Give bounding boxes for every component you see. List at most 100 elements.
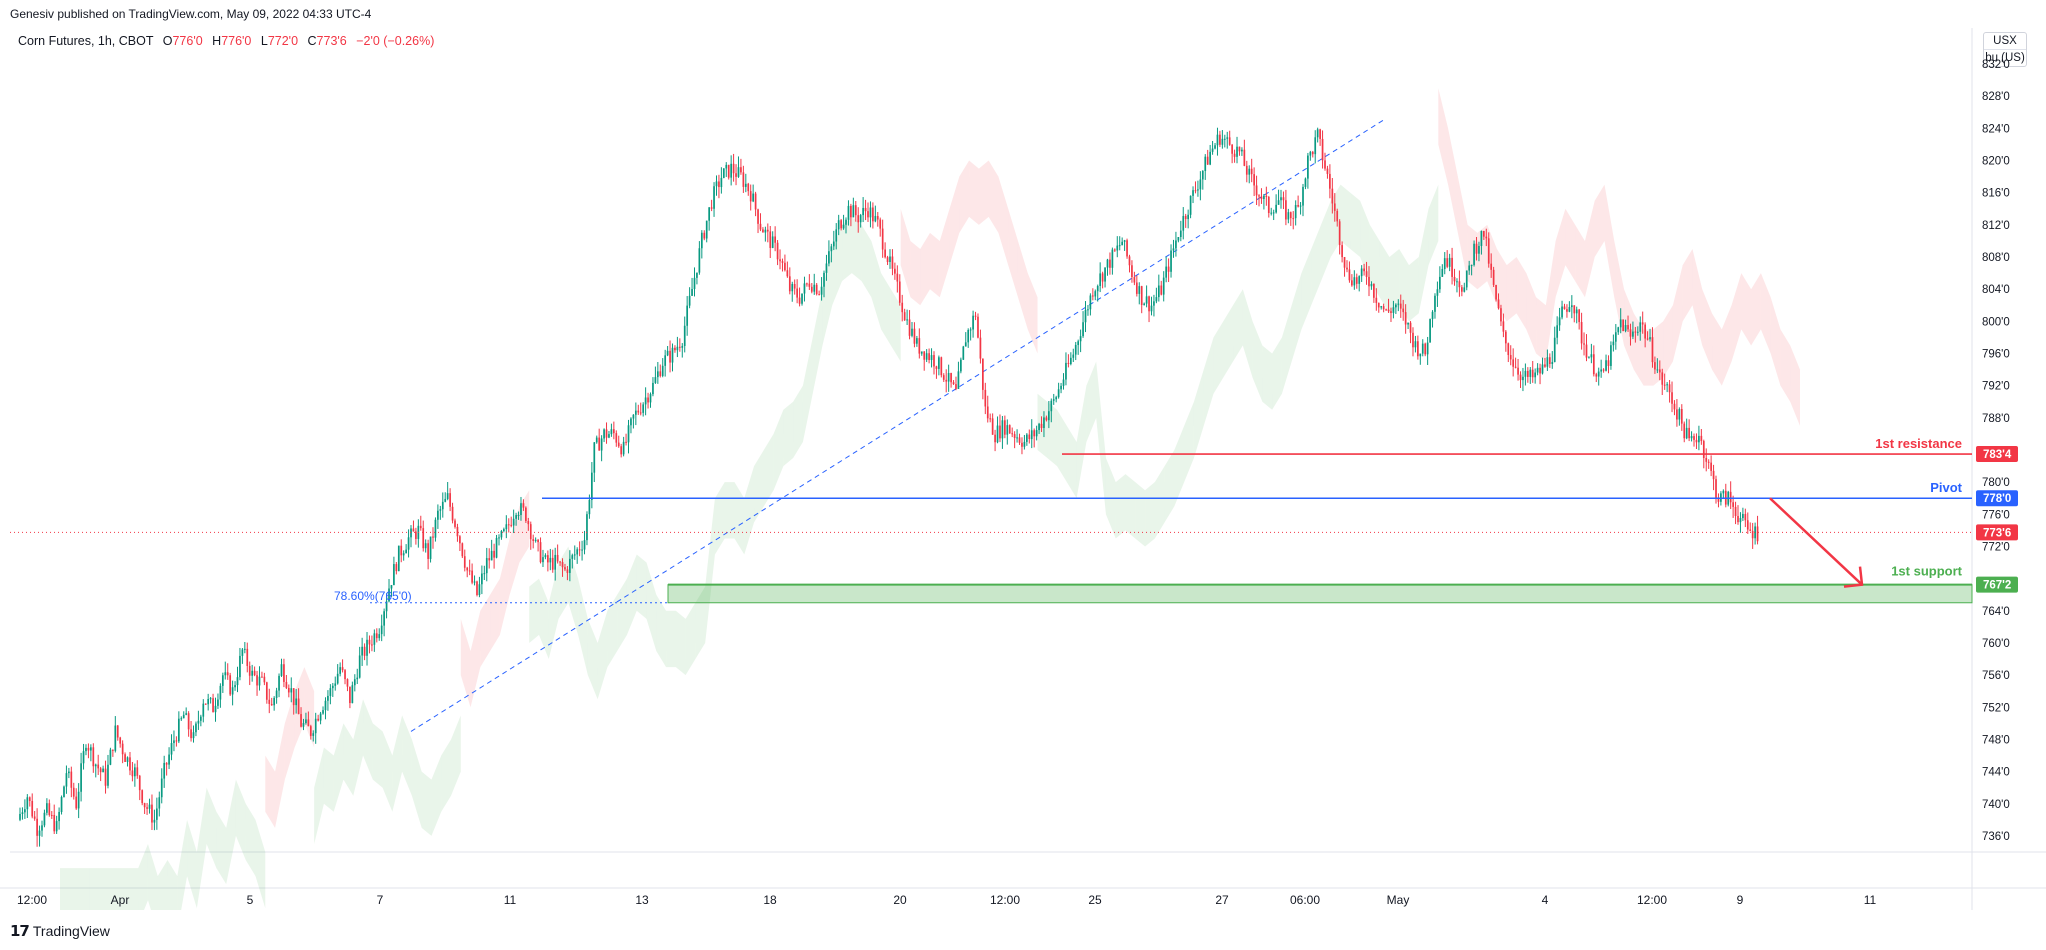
candle-body	[1414, 341, 1417, 348]
cloud-segment	[480, 594, 491, 668]
candle-body	[925, 353, 928, 360]
cloud-segment	[1125, 474, 1136, 539]
candle-body	[134, 767, 136, 777]
cloud-segment	[548, 562, 559, 660]
candle-body	[119, 737, 122, 744]
candle-body	[774, 236, 776, 243]
cloud-segment	[1438, 88, 1449, 185]
cloud-segment	[705, 498, 715, 643]
candle-body	[852, 205, 855, 218]
candle-body	[686, 305, 689, 326]
candle-body	[1082, 322, 1084, 337]
candle-body	[986, 406, 989, 419]
candle-body	[1226, 137, 1229, 139]
cloud-segment	[1653, 321, 1664, 386]
candle-body	[1605, 360, 1607, 371]
candle-body	[243, 648, 246, 650]
candle-body	[779, 259, 781, 262]
candle-body	[65, 773, 68, 787]
candle-body	[1390, 311, 1392, 313]
candle-body	[1148, 296, 1150, 312]
candle-body	[1634, 331, 1637, 333]
currency-unit-button[interactable]: USX bu (US)	[1983, 32, 2027, 67]
candle-body	[1150, 305, 1153, 312]
cloud-segment	[1350, 192, 1361, 258]
candle-body	[58, 811, 60, 822]
cloud-segment	[822, 249, 833, 346]
candle-body	[1563, 306, 1566, 310]
candle-body	[1551, 361, 1554, 365]
price-tick: 828'0	[1982, 91, 2010, 103]
candle-body	[1282, 197, 1285, 201]
candle-body	[967, 329, 970, 343]
cloud-segment	[1477, 224, 1488, 290]
candle-body	[483, 573, 486, 575]
cloud-segment	[861, 224, 872, 298]
candle-body	[727, 164, 730, 178]
candle-body	[1436, 289, 1439, 296]
cloud-segment	[910, 240, 921, 306]
candle-body	[1135, 282, 1138, 294]
candle-body	[764, 229, 767, 233]
candle-body	[1128, 256, 1131, 266]
cloud-segment	[470, 610, 481, 708]
candle-body	[1353, 277, 1356, 286]
candle-body	[1157, 285, 1160, 298]
cloud-segment	[1076, 385, 1087, 499]
cloud-segment	[1135, 482, 1146, 547]
candle-body	[1358, 276, 1361, 284]
candle-body	[659, 371, 662, 376]
candle-body	[1006, 425, 1009, 435]
cloud-segment	[431, 755, 442, 836]
cloud-segment	[783, 401, 794, 467]
cloud-segment	[411, 739, 422, 828]
candle-body	[241, 649, 244, 656]
candle-body	[1573, 305, 1576, 314]
candle-body	[1001, 420, 1004, 439]
candle-body	[1556, 325, 1559, 338]
candle-body	[87, 747, 90, 751]
candle-body	[1404, 312, 1407, 325]
candle-body	[1297, 204, 1299, 207]
candle-body	[168, 754, 170, 765]
candle-body	[109, 749, 112, 765]
footer-brand[interactable]: TradingView	[32, 923, 110, 939]
candle-body	[138, 775, 141, 791]
cloud-segment	[343, 723, 354, 796]
candle-body	[290, 688, 293, 693]
candle-body	[1597, 371, 1600, 377]
candle-body	[1035, 430, 1038, 437]
candle-body	[1732, 502, 1734, 507]
candle-body	[33, 816, 36, 819]
cloud-segment	[656, 594, 667, 668]
candle-body	[1363, 268, 1365, 272]
candle-body	[363, 646, 366, 656]
candle-body	[974, 315, 977, 317]
candle-body	[24, 809, 26, 813]
candle-body	[1062, 379, 1065, 386]
candle-body	[1558, 317, 1561, 326]
cloud-segment	[323, 747, 334, 812]
candle-body	[402, 553, 405, 556]
candle-body	[828, 251, 830, 264]
candle-body	[287, 687, 290, 693]
candle-body	[1324, 160, 1326, 169]
candle-body	[842, 224, 845, 229]
candle-body	[578, 549, 581, 551]
candle-body	[583, 540, 586, 550]
candle-body	[204, 703, 207, 705]
candle-body	[776, 242, 779, 260]
publisher-line: Genesiv published on TradingView.com, Ma…	[10, 7, 372, 21]
candle-body	[383, 611, 385, 626]
time-tick: 11	[1864, 893, 1877, 907]
cloud-segment	[1008, 208, 1018, 298]
cloud-segment	[1780, 329, 1791, 402]
candle-body	[1580, 322, 1583, 344]
candle-body	[356, 677, 359, 680]
candle-body	[1030, 430, 1033, 440]
symbol-title[interactable]: Corn Futures, 1h, CBOT	[18, 34, 154, 48]
candle-body	[371, 644, 373, 646]
candle-body	[796, 288, 798, 298]
candle-body	[874, 215, 877, 222]
price-chart[interactable]: 78.60%(765'0) 1st resistance Pivot 1st supp…	[0, 0, 2046, 910]
